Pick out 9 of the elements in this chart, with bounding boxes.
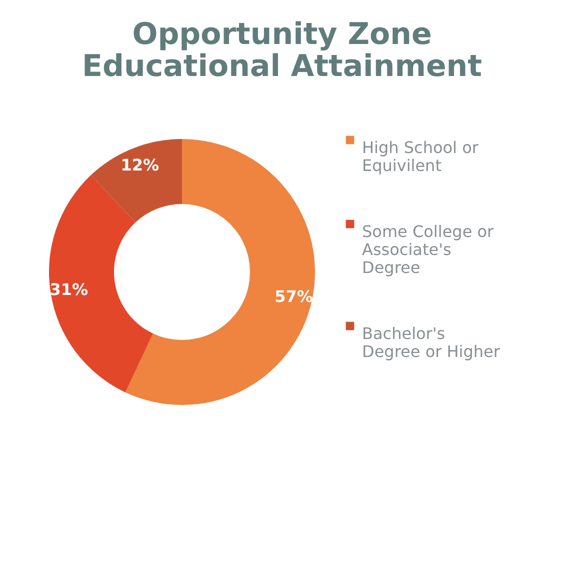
donut-slice: [90, 139, 182, 222]
data-label: 12%: [120, 156, 159, 175]
donut-slice: [49, 175, 154, 392]
legend-label: Bachelor's Degree or Higher: [362, 324, 500, 361]
data-label: 31%: [50, 280, 88, 299]
chart-title: Opportunity Zone Educational Attainment: [82, 17, 482, 84]
data-label: 57%: [274, 286, 313, 306]
legend-label: Some College or Associate's Degree: [362, 222, 494, 277]
legend-label: High School or Equivilent: [362, 138, 479, 175]
